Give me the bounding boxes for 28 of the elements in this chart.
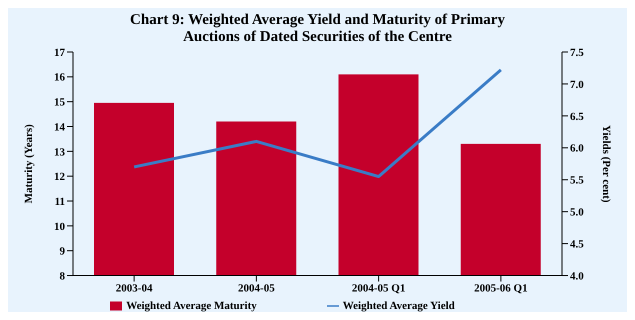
line-series [132, 68, 502, 178]
x-tick-label: 2003-04 [116, 282, 153, 294]
y2-tick-label: 6.5 [570, 110, 584, 123]
y-tick-label: 9 [60, 246, 66, 258]
y2-tick-label: 7.5 [570, 46, 584, 59]
y2-tick-label: 4.0 [570, 270, 584, 282]
x-tick-label: 2004-05 Q1 [352, 282, 406, 294]
y-tick-label: 10 [54, 220, 66, 233]
y-tick-label: 15 [54, 96, 66, 109]
y-tick-label: 8 [60, 270, 66, 282]
legend-label: Weighted Average Maturity [126, 300, 257, 312]
y-tick-label: 14 [54, 121, 66, 134]
x-tick-label: 2004-05 [238, 282, 276, 294]
chart-title: Chart 9: Weighted Average Yield and Maturity of Primary Auctions of Dated Securities of the Centre [129, 11, 506, 46]
y2-tick-label: 5.0 [570, 206, 584, 219]
y-tick-label: 17 [54, 46, 66, 59]
y-tick-label: 12 [54, 171, 66, 184]
y-tick-label: 11 [54, 196, 65, 208]
y2-tick-label: 6.0 [570, 142, 584, 155]
legend-label: Weighted Average Yield [342, 300, 455, 312]
y-axis-title: Maturity (Years) [22, 124, 35, 204]
x-tick-label: 2005-06 Q1 [474, 282, 528, 294]
y-tick-label: 13 [54, 146, 66, 158]
y2-tick-label: 4.5 [570, 238, 584, 251]
y-tick-label: 16 [54, 72, 66, 84]
y2-tick-label: 7.0 [570, 78, 584, 91]
y2-axis-title: Yields (Per cent) [600, 124, 612, 203]
y2-tick-label: 5.5 [570, 174, 584, 187]
